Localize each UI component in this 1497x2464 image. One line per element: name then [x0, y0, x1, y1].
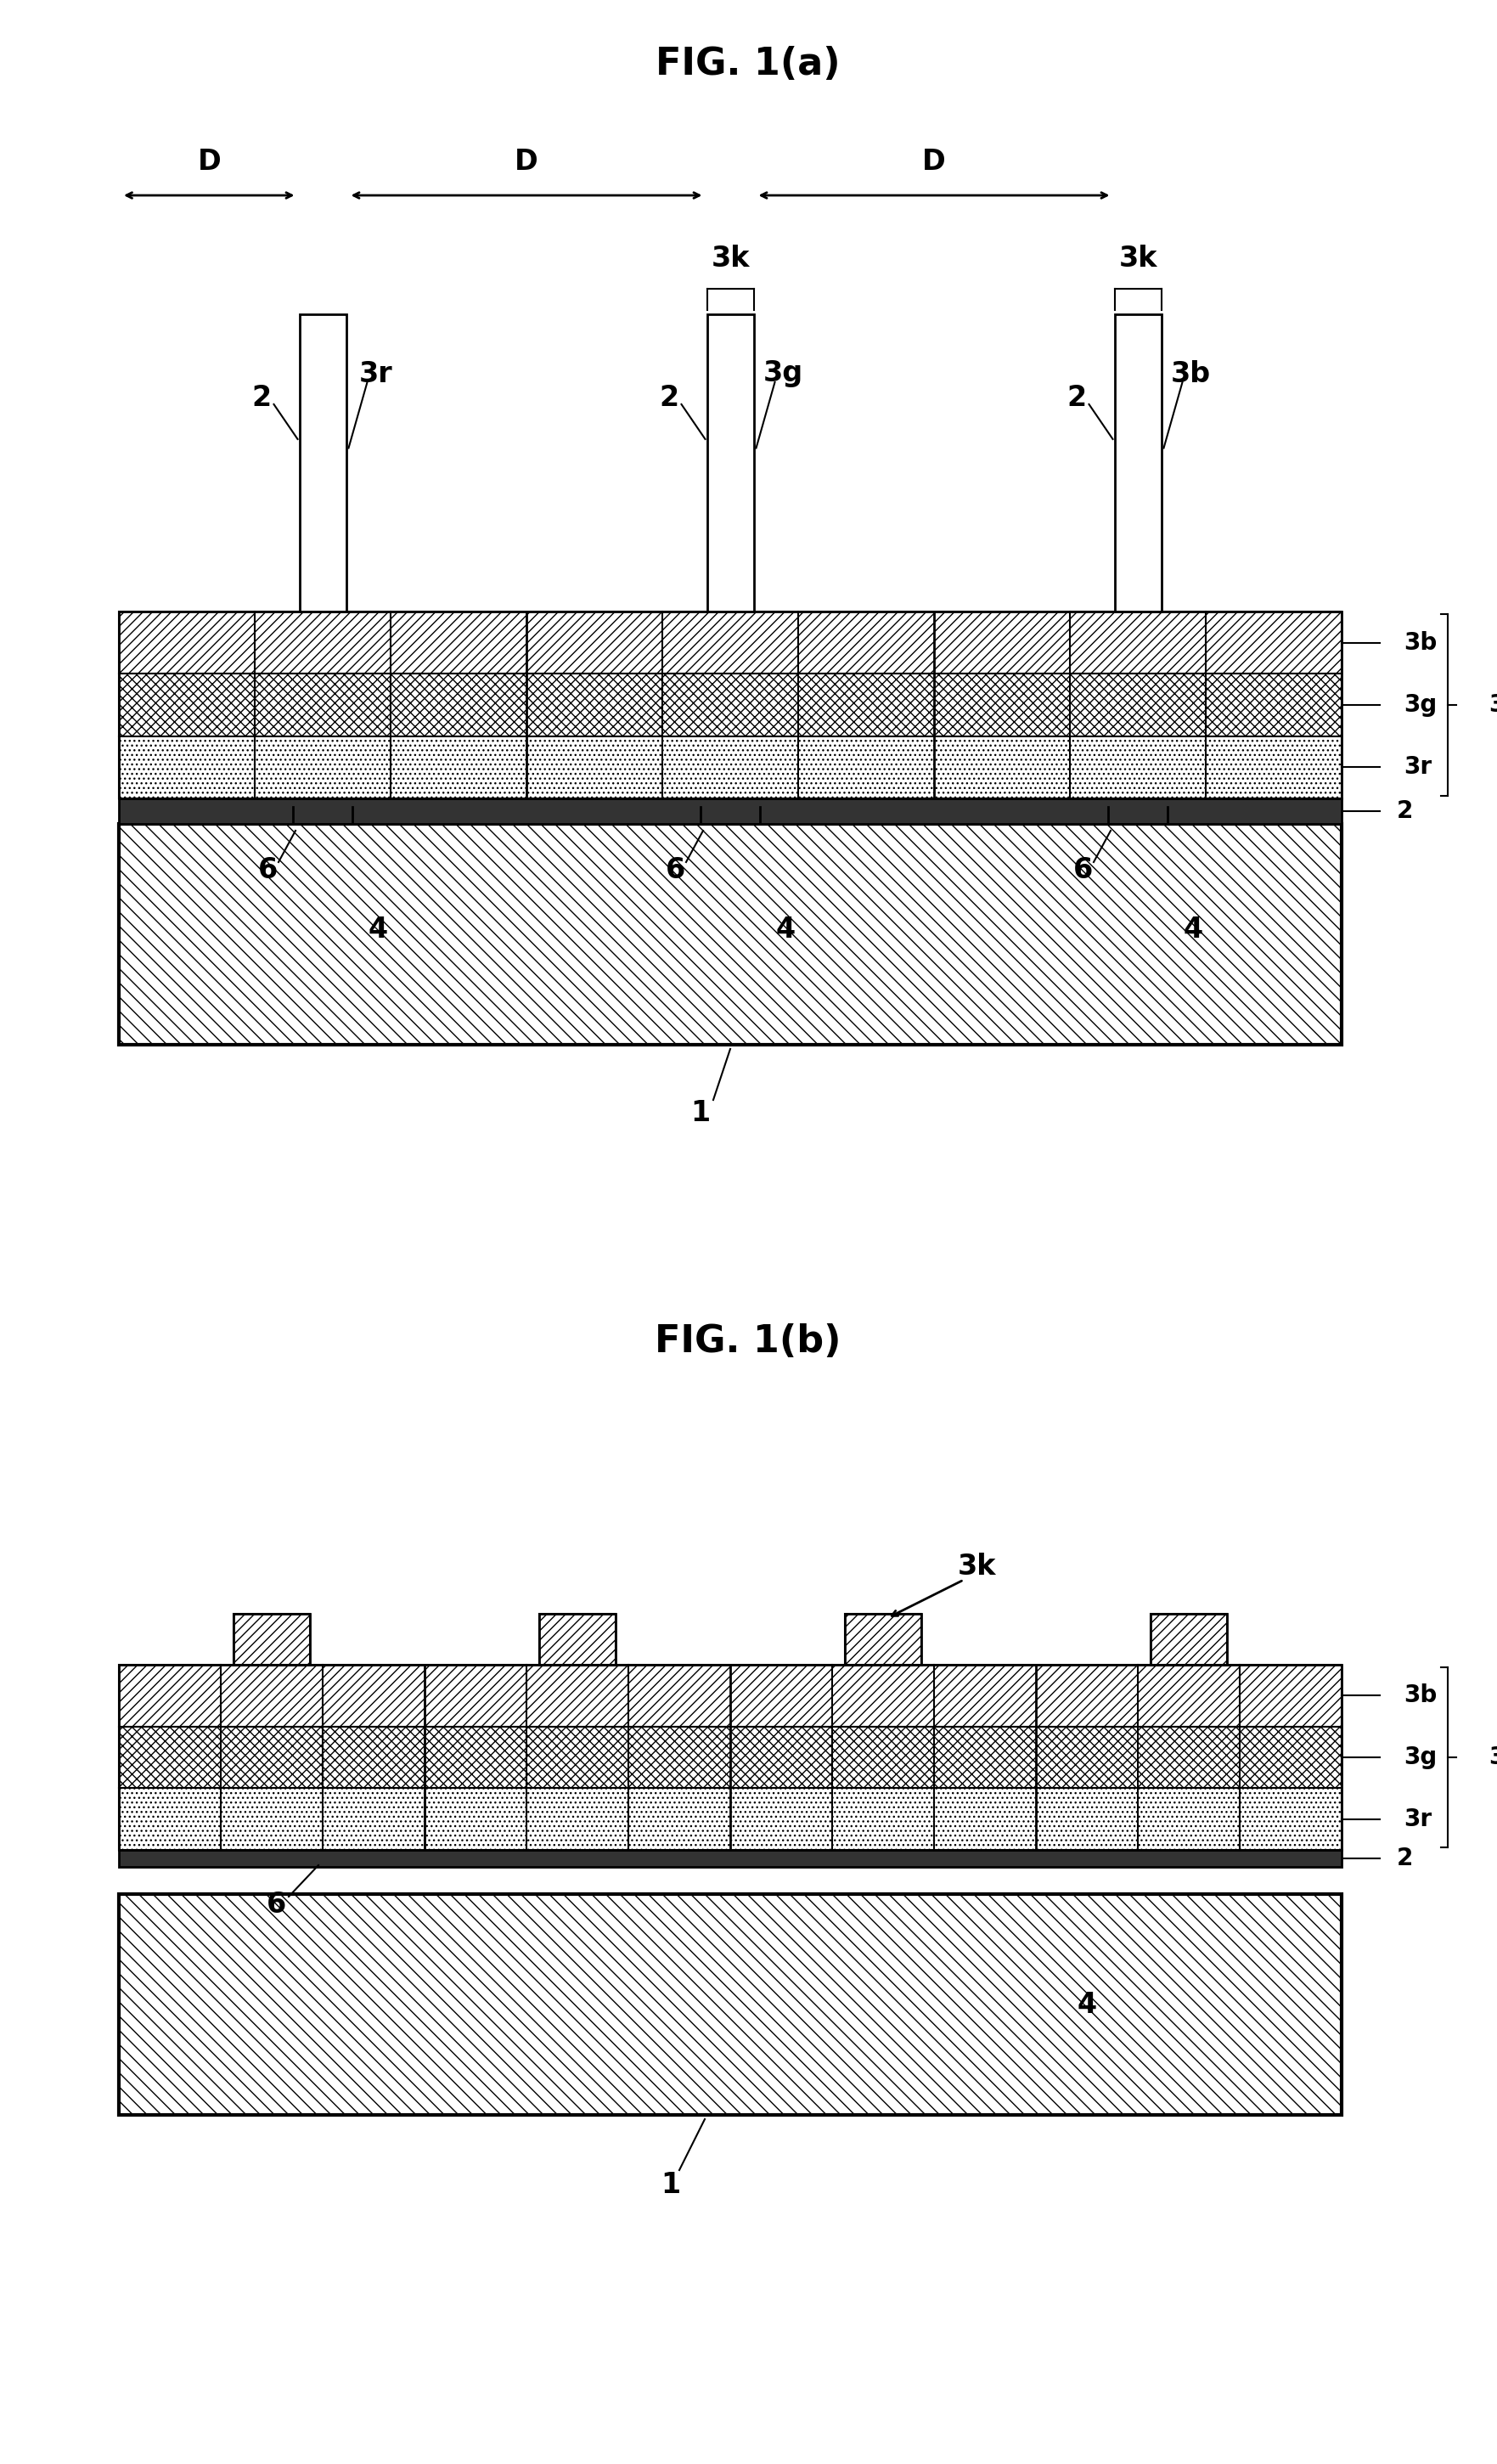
Text: 3k: 3k: [1488, 1745, 1497, 1769]
Text: 4: 4: [1183, 917, 1202, 944]
Text: 3k: 3k: [957, 1552, 996, 1582]
Text: 3b: 3b: [1404, 1683, 1437, 1708]
Bar: [844, 1614, 921, 1666]
Bar: [118, 1895, 1341, 2114]
Bar: [234, 1614, 310, 1666]
Text: 4: 4: [775, 917, 795, 944]
Bar: [1151, 1614, 1228, 1666]
Bar: [118, 798, 1341, 823]
Text: 1: 1: [690, 1099, 711, 1126]
Bar: [299, 315, 346, 611]
Text: 3k: 3k: [1488, 692, 1497, 717]
Text: 6: 6: [257, 857, 277, 885]
Text: 2: 2: [1397, 1846, 1413, 1870]
Text: FIG. 1(b): FIG. 1(b): [654, 1323, 841, 1360]
Bar: [118, 1895, 1341, 2114]
Text: 3r: 3r: [1404, 756, 1431, 779]
Bar: [234, 1614, 310, 1666]
Bar: [118, 823, 1341, 1045]
Text: 3b: 3b: [1171, 360, 1211, 387]
Text: 2: 2: [659, 384, 678, 411]
Bar: [539, 1614, 615, 1666]
Bar: [118, 611, 1341, 673]
Text: 1: 1: [662, 2171, 681, 2198]
Bar: [118, 611, 1341, 798]
Bar: [1114, 315, 1162, 611]
Bar: [1151, 1614, 1228, 1666]
Text: 4: 4: [1076, 1991, 1097, 2018]
Text: D: D: [922, 148, 946, 175]
Text: D: D: [198, 148, 222, 175]
Bar: [707, 315, 753, 611]
Text: 3g: 3g: [1404, 1745, 1437, 1769]
Bar: [118, 1727, 1341, 1789]
Bar: [118, 737, 1341, 798]
Text: 3k: 3k: [1118, 244, 1157, 274]
Text: 6: 6: [665, 857, 686, 885]
Text: 3g: 3g: [1404, 692, 1437, 717]
Bar: [118, 1789, 1341, 1850]
Text: 3k: 3k: [711, 244, 750, 274]
Text: 3r: 3r: [1404, 1806, 1431, 1831]
Bar: [118, 1666, 1341, 1727]
Bar: [539, 1614, 615, 1666]
Bar: [118, 823, 1341, 1045]
Bar: [118, 673, 1341, 737]
Text: 3r: 3r: [359, 360, 392, 387]
Bar: [118, 1850, 1341, 1868]
Text: D: D: [515, 148, 539, 175]
Text: 6: 6: [1073, 857, 1093, 885]
Text: 2: 2: [251, 384, 271, 411]
Text: 6: 6: [266, 1890, 286, 1919]
Text: 2: 2: [1397, 798, 1413, 823]
Text: 3g: 3g: [763, 360, 804, 387]
Bar: [118, 1666, 1341, 1850]
Text: 2: 2: [1066, 384, 1087, 411]
Text: 3b: 3b: [1404, 631, 1437, 655]
Bar: [844, 1614, 921, 1666]
Text: 4: 4: [368, 917, 388, 944]
Text: FIG. 1(a): FIG. 1(a): [656, 44, 840, 81]
